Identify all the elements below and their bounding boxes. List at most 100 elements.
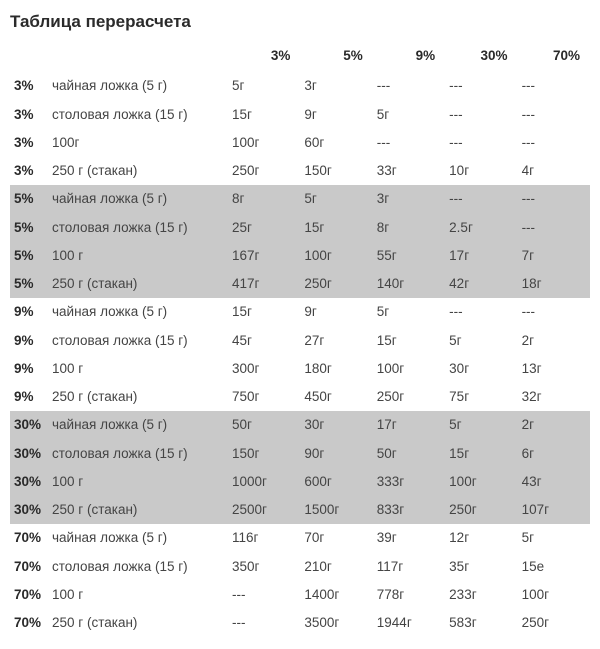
row-percent: 3% xyxy=(10,129,48,157)
cell-value: 7г xyxy=(518,242,590,270)
row-label: чайная ложка (5 г) xyxy=(48,72,228,100)
cell-value: 4г xyxy=(518,157,590,185)
table-row: 70%250 г (стакан)---3500г1944г583г250г xyxy=(10,609,590,637)
row-label: чайная ложка (5 г) xyxy=(48,298,228,326)
cell-value: 5г xyxy=(373,298,445,326)
cell-value: 3г xyxy=(373,185,445,213)
row-label: 100 г xyxy=(48,468,228,496)
cell-value: 100г xyxy=(445,468,517,496)
row-percent: 70% xyxy=(10,609,48,637)
cell-value: 833г xyxy=(373,496,445,524)
cell-value: 15г xyxy=(373,327,445,355)
cell-value: 778г xyxy=(373,581,445,609)
row-percent: 3% xyxy=(10,101,48,129)
row-percent: 5% xyxy=(10,185,48,213)
cell-value: 5г xyxy=(228,72,300,100)
cell-value: 100г xyxy=(300,242,372,270)
cell-value: 6г xyxy=(518,440,590,468)
cell-value: 13г xyxy=(518,355,590,383)
cell-value: 1944г xyxy=(373,609,445,637)
row-percent: 3% xyxy=(10,157,48,185)
cell-value: 2.5г xyxy=(445,214,517,242)
cell-value: --- xyxy=(445,185,517,213)
cell-value: 17г xyxy=(373,411,445,439)
cell-value: 233г xyxy=(445,581,517,609)
table-row: 5%100 г167г100г55г17г7г xyxy=(10,242,590,270)
cell-value: 45г xyxy=(228,327,300,355)
cell-value: 43г xyxy=(518,468,590,496)
header-row: 3% 5% 9% 30% 70% xyxy=(10,42,590,72)
column-header: 9% xyxy=(373,42,445,72)
column-header: 70% xyxy=(518,42,590,72)
cell-value: 8г xyxy=(373,214,445,242)
row-label: столовая ложка (15 г) xyxy=(48,553,228,581)
cell-value: 250г xyxy=(228,157,300,185)
cell-value: 117г xyxy=(373,553,445,581)
row-label: столовая ложка (15 г) xyxy=(48,214,228,242)
header-blank-1 xyxy=(10,42,48,72)
cell-value: --- xyxy=(518,129,590,157)
cell-value: 210г xyxy=(300,553,372,581)
row-percent: 30% xyxy=(10,411,48,439)
row-label: чайная ложка (5 г) xyxy=(48,185,228,213)
cell-value: --- xyxy=(373,72,445,100)
cell-value: 300г xyxy=(228,355,300,383)
cell-value: 450г xyxy=(300,383,372,411)
row-percent: 30% xyxy=(10,440,48,468)
row-percent: 5% xyxy=(10,270,48,298)
cell-value: --- xyxy=(518,214,590,242)
table-row: 3%столовая ложка (15 г)15г9г5г------ xyxy=(10,101,590,129)
cell-value: --- xyxy=(518,298,590,326)
cell-value: 250г xyxy=(518,609,590,637)
cell-value: 5г xyxy=(373,101,445,129)
cell-value: 42г xyxy=(445,270,517,298)
cell-value: 30г xyxy=(300,411,372,439)
table-row: 9%чайная ложка (5 г)15г9г5г------ xyxy=(10,298,590,326)
table-row: 5%столовая ложка (15 г)25г15г8г2.5г--- xyxy=(10,214,590,242)
table-row: 9%100 г300г180г100г30г13г xyxy=(10,355,590,383)
row-label: чайная ложка (5 г) xyxy=(48,524,228,552)
cell-value: 18г xyxy=(518,270,590,298)
table-row: 9%столовая ложка (15 г)45г27г15г5г2г xyxy=(10,327,590,355)
cell-value: 5г xyxy=(445,327,517,355)
cell-value: 116г xyxy=(228,524,300,552)
row-percent: 70% xyxy=(10,524,48,552)
table-title: Таблица перерасчета xyxy=(10,12,590,32)
cell-value: 15г xyxy=(445,440,517,468)
cell-value: --- xyxy=(518,101,590,129)
cell-value: --- xyxy=(373,129,445,157)
row-label: столовая ложка (15 г) xyxy=(48,327,228,355)
column-header: 3% xyxy=(228,42,300,72)
table-row: 5%чайная ложка (5 г)8г5г3г------ xyxy=(10,185,590,213)
row-label: 100 г xyxy=(48,581,228,609)
cell-value: 3500г xyxy=(300,609,372,637)
row-label: 100 г xyxy=(48,355,228,383)
cell-value: 167г xyxy=(228,242,300,270)
cell-value: 27г xyxy=(300,327,372,355)
table-row: 9%250 г (стакан)750г450г250г75г32г xyxy=(10,383,590,411)
cell-value: 15г xyxy=(228,101,300,129)
row-percent: 9% xyxy=(10,327,48,355)
row-percent: 70% xyxy=(10,553,48,581)
table-row: 30%100 г1000г600г333г100г43г xyxy=(10,468,590,496)
row-percent: 30% xyxy=(10,468,48,496)
cell-value: 1400г xyxy=(300,581,372,609)
table-row: 3%чайная ложка (5 г)5г3г--------- xyxy=(10,72,590,100)
cell-value: --- xyxy=(518,72,590,100)
recalc-table: 3% 5% 9% 30% 70% 3%чайная ложка (5 г)5г3… xyxy=(10,42,590,637)
row-label: 250 г (стакан) xyxy=(48,383,228,411)
cell-value: 107г xyxy=(518,496,590,524)
cell-value: 600г xyxy=(300,468,372,496)
cell-value: 39г xyxy=(373,524,445,552)
cell-value: 750г xyxy=(228,383,300,411)
header-blank-2 xyxy=(48,42,228,72)
row-percent: 3% xyxy=(10,72,48,100)
cell-value: 32г xyxy=(518,383,590,411)
cell-value: 30г xyxy=(445,355,517,383)
cell-value: 1500г xyxy=(300,496,372,524)
table-row: 5%250 г (стакан)417г250г140г42г18г xyxy=(10,270,590,298)
row-percent: 9% xyxy=(10,298,48,326)
cell-value: 75г xyxy=(445,383,517,411)
table-row: 70%100 г---1400г778г233г100г xyxy=(10,581,590,609)
row-percent: 5% xyxy=(10,214,48,242)
